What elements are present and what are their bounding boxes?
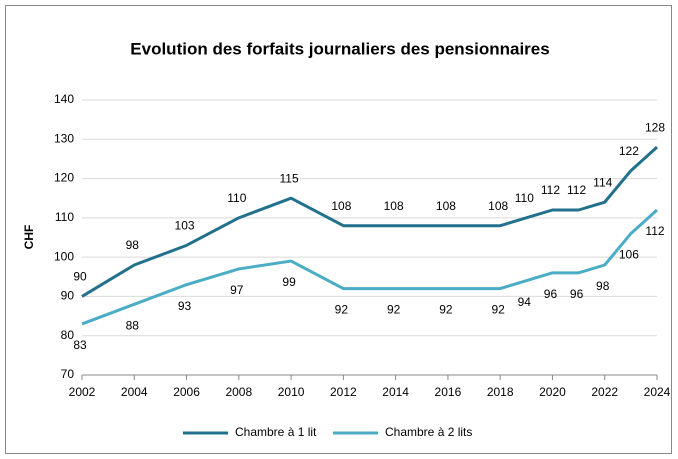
data-label: 93 [178, 299, 192, 313]
x-tick-label: 2022 [591, 385, 618, 399]
data-label: 83 [73, 338, 87, 352]
data-label: 108 [436, 199, 456, 213]
x-tick-label: 2010 [278, 385, 305, 399]
data-label: 96 [544, 287, 558, 301]
data-label: 92 [335, 303, 349, 317]
x-tick-label: 2020 [539, 385, 566, 399]
y-tick-label: 110 [55, 210, 74, 224]
x-tick-label: 2006 [173, 385, 200, 399]
y-tick-label: 70 [61, 367, 75, 381]
data-label: 106 [619, 248, 639, 262]
data-label: 92 [439, 303, 453, 317]
x-tick-label: 2018 [487, 385, 514, 399]
x-tick-label: 2008 [225, 385, 252, 399]
legend-label: Chambre à 1 lit [235, 425, 317, 439]
data-label: 114 [593, 175, 612, 189]
x-tick-label: 2012 [330, 385, 357, 399]
chart-title: Evolution des forfaits journaliers des p… [130, 39, 549, 58]
data-label: 112 [541, 183, 560, 197]
x-tick-label: 2002 [69, 385, 96, 399]
y-tick-label: 90 [61, 289, 75, 303]
data-label: 103 [175, 219, 195, 233]
data-label: 122 [619, 144, 639, 158]
legend-label: Chambre à 2 lits [385, 425, 472, 439]
x-tick-label: 2024 [644, 385, 671, 399]
data-label: 108 [331, 199, 351, 213]
data-label: 98 [596, 279, 610, 293]
y-tick-label: 140 [54, 92, 74, 106]
y-axis-label: CHF [22, 225, 36, 250]
data-label: 92 [387, 303, 401, 317]
data-label: 90 [73, 270, 87, 284]
series-line [81, 208, 659, 326]
data-label: 128 [645, 120, 665, 134]
x-tick-label: 2016 [435, 385, 462, 399]
y-tick-label: 100 [54, 249, 74, 263]
data-label: 94 [518, 295, 532, 309]
data-label: 97 [230, 283, 244, 297]
x-tick-label: 2014 [382, 385, 409, 399]
data-label: 110 [515, 191, 534, 205]
data-label: 112 [645, 224, 664, 238]
data-label: 99 [282, 275, 296, 289]
data-label: 98 [126, 238, 140, 252]
data-label: 108 [488, 199, 508, 213]
y-tick-label: 130 [54, 131, 74, 145]
data-label: 115 [280, 171, 299, 185]
data-label: 92 [492, 303, 506, 317]
chart-frame [5, 5, 672, 454]
data-label: 108 [384, 199, 404, 213]
data-label: 96 [570, 287, 584, 301]
y-tick-label: 120 [54, 171, 74, 185]
series-line [81, 146, 659, 298]
y-tick-label: 80 [61, 328, 75, 342]
data-label: 110 [227, 191, 246, 205]
x-tick-label: 2004 [121, 385, 148, 399]
data-label: 112 [567, 183, 586, 197]
data-label: 88 [126, 318, 140, 332]
